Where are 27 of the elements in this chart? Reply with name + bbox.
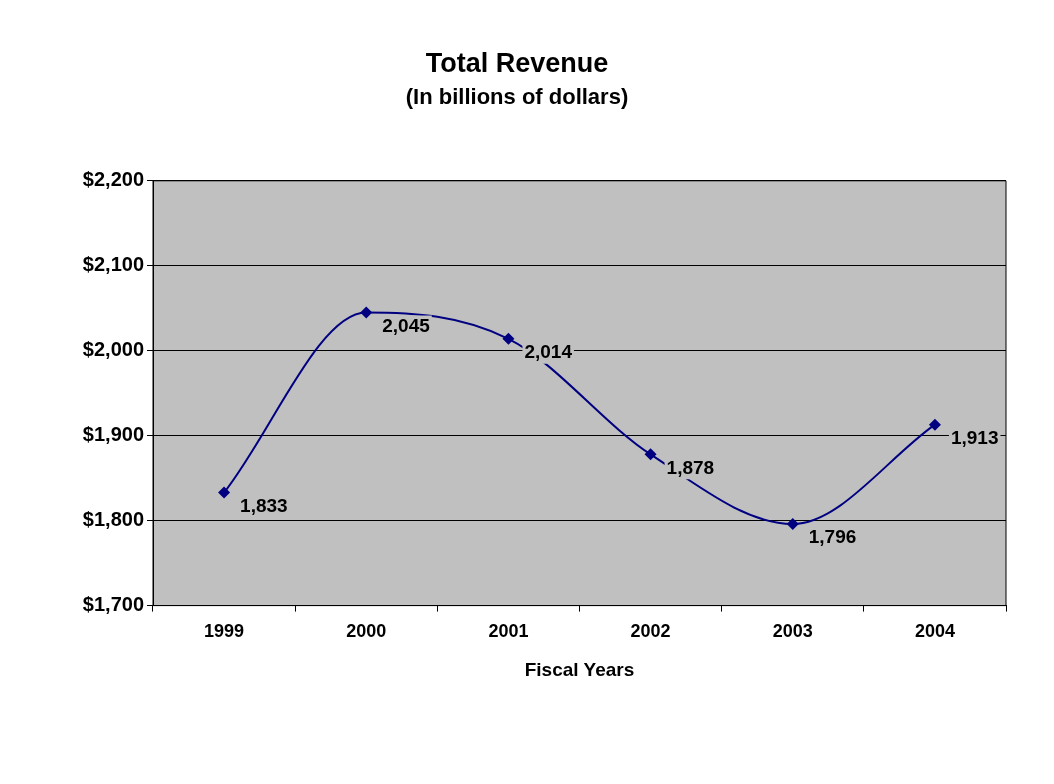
- x-tick-label: 2002: [630, 621, 671, 642]
- x-tick-label: 2001: [488, 621, 529, 642]
- point: [644, 448, 657, 461]
- data-label: 1,913: [950, 426, 999, 448]
- x-tick-label: 2004: [914, 621, 955, 642]
- y-tick-label: $1,700: [82, 593, 144, 616]
- y-tick-label: $1,900: [82, 423, 144, 446]
- chart-title: Total Revenue: [425, 47, 609, 78]
- y-tick-label: $2,200: [82, 168, 144, 191]
- y-tick-label: $2,100: [82, 253, 144, 276]
- point: [502, 332, 515, 345]
- data-label: 2,045: [382, 314, 431, 336]
- y-tick-label: $1,800: [82, 508, 144, 531]
- x-axis-title: Fiscal Years: [524, 658, 635, 680]
- data-label: 2,014: [524, 341, 573, 363]
- data-label: 1,796: [808, 526, 857, 548]
- data-label: 1,878: [666, 456, 715, 478]
- point: [360, 306, 373, 319]
- data-label: 1,833: [240, 494, 288, 516]
- chart-subtitle: (In billions of dollars): [405, 83, 629, 109]
- x-tick-label: 1999: [204, 621, 245, 642]
- point: [928, 418, 941, 431]
- x-tick-label: 2003: [772, 621, 813, 642]
- y-tick-label: $2,000: [82, 338, 144, 361]
- x-tick-label: 2000: [346, 621, 387, 642]
- point: [218, 486, 231, 499]
- point: [786, 518, 799, 531]
